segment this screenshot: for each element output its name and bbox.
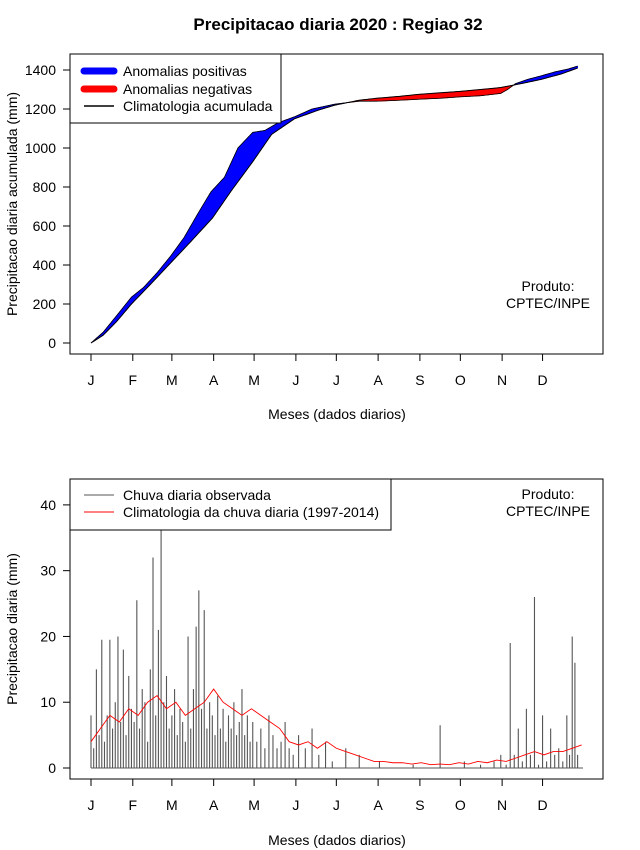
top-y-tick-label: 400 (33, 257, 57, 273)
top-x-tick-label: F (129, 372, 138, 388)
bottom-y-tick-label: 10 (40, 694, 56, 710)
top-annotation-line1: Produto: (522, 278, 575, 294)
observed-daily-bars (90, 491, 583, 769)
bottom-x-tick-label: F (129, 797, 138, 813)
bottom-legend: Chuva diaria observada Climatologia da c… (69, 478, 392, 531)
top-y-tick-label: 200 (33, 296, 57, 312)
bottom-y-tick-label: 20 (40, 628, 56, 644)
legend-observed-label: Chuva diaria observada (123, 487, 271, 503)
bottom-x-tick-label: A (209, 797, 219, 813)
legend-negative-label: Anomalias negativas (123, 81, 252, 97)
top-y-tick-label: 1000 (25, 140, 56, 156)
top-x-tick-label: A (373, 372, 383, 388)
top-x-tick-label: J (292, 372, 299, 388)
bottom-x-tick-label: J (292, 797, 299, 813)
top-y-tick-label: 600 (33, 218, 57, 234)
climatology-daily-line (90, 688, 582, 766)
top-y-tick-label: 1400 (25, 62, 56, 78)
bottom-x-tick-label: D (537, 797, 547, 813)
legend-climatology-label: Climatologia acumulada (123, 98, 273, 114)
bottom-y-axis: 0 10 20 30 40 (40, 497, 71, 776)
bottom-x-tick-label: N (497, 797, 507, 813)
page-title: Precipitacao diaria 2020 : Regiao 32 (193, 15, 483, 34)
top-x-tick-label: M (166, 372, 178, 388)
bottom-annotation-line2: CPTEC/INPE (506, 503, 590, 519)
top-x-tick-label: A (209, 372, 219, 388)
legend-positive-label: Anomalias positivas (123, 63, 247, 79)
top-x-tick-label: M (248, 372, 260, 388)
top-y-tick-label: 0 (48, 335, 56, 351)
top-x-tick-label: N (497, 372, 507, 388)
cumulative-chart: 0 200 400 600 800 1000 1200 1400 J F M A M J J A S O N D P… (4, 53, 604, 422)
bottom-legend-box (69, 478, 392, 531)
bottom-x-tick-label: A (373, 797, 383, 813)
top-x-tick-label: O (455, 372, 466, 388)
bottom-x-tick-label: M (248, 797, 260, 813)
bottom-annotation-line1: Produto: (522, 486, 575, 502)
climatology-cumulative-line (90, 67, 578, 344)
bottom-xlabel: Meses (dados diarios) (268, 832, 406, 848)
top-x-tick-label: J (333, 372, 340, 388)
top-annotation-line2: CPTEC/INPE (506, 295, 590, 311)
bottom-x-tick-label: O (455, 797, 466, 813)
top-ylabel: Precipitacao diaria acumulada (mm) (4, 92, 20, 316)
top-legend: Anomalias positivas Anomalias negativas … (69, 53, 282, 124)
bottom-y-tick-label: 30 (40, 563, 56, 579)
top-x-tick-label: S (415, 372, 424, 388)
bottom-x-tick-label: S (415, 797, 424, 813)
observed-cumulative-line (90, 65, 578, 344)
legend-climatology-daily-label: Climatologia da chuva diaria (1997-2014) (123, 504, 379, 520)
bottom-y-tick-label: 0 (48, 760, 56, 776)
top-x-tick-label: J (88, 372, 95, 388)
top-xlabel: Meses (dados diarios) (268, 406, 406, 422)
top-x-tick-label: D (537, 372, 547, 388)
top-y-tick-label: 1200 (25, 101, 56, 117)
bottom-x-tick-label: J (333, 797, 340, 813)
top-y-tick-label: 800 (33, 179, 57, 195)
bottom-y-tick-label: 40 (40, 497, 56, 513)
bottom-x-tick-label: J (88, 797, 95, 813)
bottom-ylabel: Precipitacao diaria (mm) (4, 553, 20, 705)
bottom-x-tick-label: M (166, 797, 178, 813)
